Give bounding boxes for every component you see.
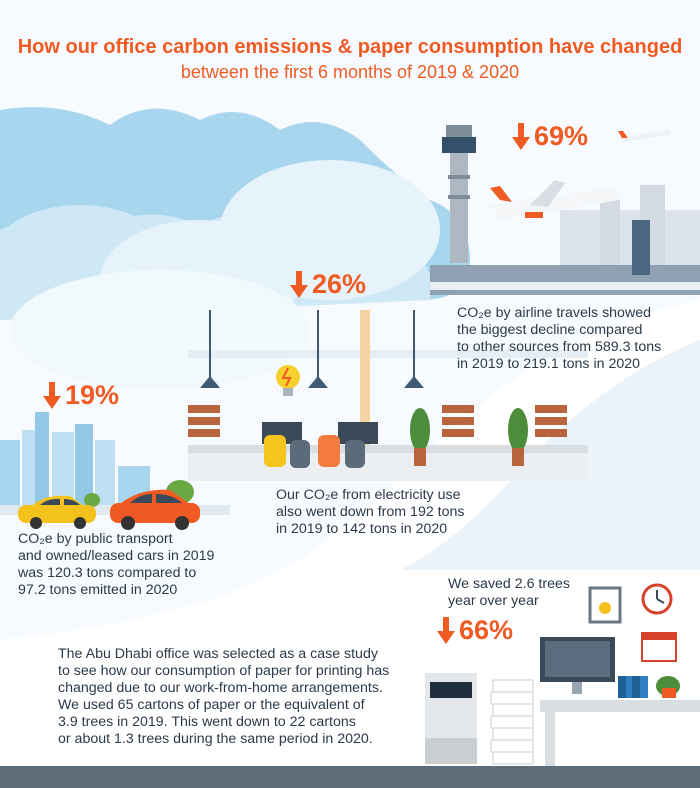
airline-description: CO₂e by airline travels showed the bigge… bbox=[457, 305, 661, 373]
down-arrow-icon bbox=[290, 270, 308, 298]
down-arrow-icon bbox=[437, 616, 455, 644]
electricity-description: Our CO₂e from electricity use also went … bbox=[276, 487, 464, 538]
text-line: or about 1.3 trees during the same perio… bbox=[58, 731, 373, 747]
airline-percent: 69% bbox=[534, 121, 589, 151]
text-line: Our CO₂e from electricity use bbox=[276, 487, 461, 503]
transport-description: CO₂e by public transport and owned/lease… bbox=[18, 531, 214, 599]
text-line: CO₂e by airline travels showed bbox=[457, 305, 651, 321]
text-line: in 2019 to 219.1 tons in 2020 bbox=[457, 356, 641, 372]
down-arrow-icon bbox=[43, 381, 61, 409]
text-line: also went down from 192 tons bbox=[276, 504, 465, 520]
transport-percent: 19% bbox=[65, 380, 120, 410]
text-line: changed due to our work-from-home arrang… bbox=[58, 680, 383, 696]
text-line: The Abu Dhabi office was selected as a c… bbox=[58, 646, 378, 662]
down-arrow-icon bbox=[512, 122, 530, 150]
text-line: We used 65 cartons of paper or the equiv… bbox=[58, 697, 365, 713]
page-subtitle: between the first 6 months of 2019 & 202… bbox=[180, 62, 520, 82]
text-line: the biggest decline compared bbox=[457, 322, 643, 338]
text-line: CO₂e by public transport bbox=[18, 531, 173, 547]
electricity-stat: 26% bbox=[290, 269, 366, 300]
text-line: to see how our consumption of paper for … bbox=[58, 663, 390, 679]
text-line: in 2019 to 142 tons in 2020 bbox=[276, 521, 448, 537]
text-line: to other sources from 589.3 tons bbox=[457, 339, 662, 355]
text-line: was 120.3 tons compared to bbox=[18, 565, 197, 581]
electricity-percent: 26% bbox=[312, 269, 367, 299]
airline-stat: 69% bbox=[512, 121, 588, 152]
trees-saved-text: We saved 2.6 trees year over year bbox=[448, 576, 570, 610]
text-line: year over year bbox=[448, 593, 539, 609]
page-title: How our office carbon emissions & paper … bbox=[17, 36, 683, 58]
transport-stat: 19% bbox=[43, 380, 119, 411]
text-line: We saved 2.6 trees bbox=[448, 576, 570, 592]
text-line: and owned/leased cars in 2019 bbox=[18, 548, 215, 564]
paper-stat: 66% bbox=[437, 615, 513, 646]
text-line: 3.9 trees in 2019. This went down to 22 … bbox=[58, 714, 356, 730]
paper-description: The Abu Dhabi office was selected as a c… bbox=[58, 646, 389, 748]
text-line: 97.2 tons emitted in 2020 bbox=[18, 582, 178, 598]
paper-percent: 66% bbox=[459, 615, 514, 645]
